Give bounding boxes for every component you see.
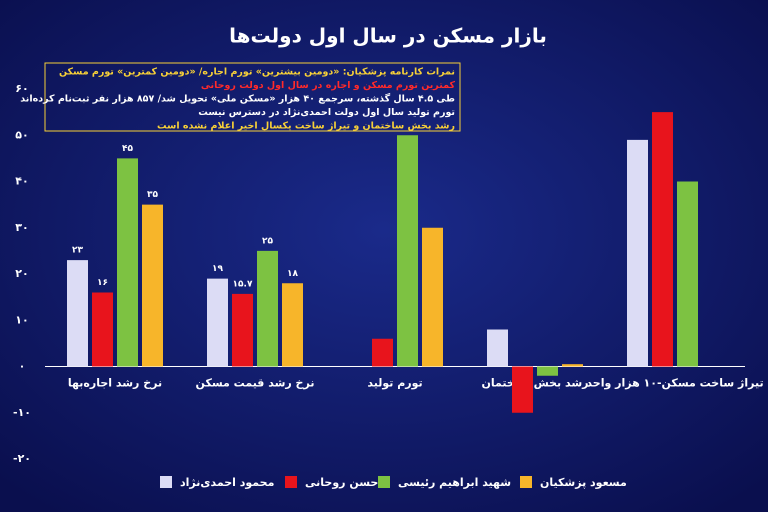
bar	[207, 278, 228, 367]
bar	[92, 292, 113, 367]
bar	[397, 135, 418, 367]
annotation: رشد بخش ساختمان و تیراژ ساخت یکسال اخیر …	[157, 121, 455, 132]
value-label: ۱۶	[97, 278, 108, 288]
bar	[257, 250, 278, 367]
bar	[232, 293, 253, 367]
value-label: ۴۵	[122, 144, 133, 154]
y-tick-label: -۲۰	[13, 452, 31, 465]
y-tick-label: ۳۰	[15, 221, 28, 234]
bar	[142, 204, 163, 367]
legend-swatch	[520, 476, 532, 488]
legend-label: حسن روحانی	[305, 476, 378, 489]
legend-swatch	[160, 476, 172, 488]
bar	[512, 366, 533, 413]
value-label: ۳۵	[147, 190, 158, 200]
bar	[282, 283, 303, 367]
annotation: کمترین تورم مسکن و اجاره در سال اول دولت…	[201, 80, 456, 91]
x-tick-label: نرخ رشد قیمت مسکن	[196, 377, 315, 390]
legend-label: مسعود پزشکیان	[540, 476, 627, 489]
legend-label: محمود احمدی‌نژاد	[180, 476, 274, 489]
annotation: طی ۴.۵ سال گذشته، سرجمع ۴۰ هزار «مسکن مل…	[20, 93, 455, 105]
value-label: ۲۵	[262, 236, 273, 246]
bar	[117, 158, 138, 367]
value-label: ۱۵.۷	[233, 279, 253, 289]
y-tick-label: ۰	[19, 360, 26, 373]
bar	[677, 181, 698, 367]
legend-label: شهید ابراهیم رئیسی	[398, 476, 511, 489]
bar	[562, 364, 583, 367]
annotation-box	[44, 62, 461, 132]
annotation: تورم تولید سال اول دولت احمدی‌نژاد در دس…	[198, 107, 455, 118]
bar	[627, 139, 648, 367]
x-tick-label: تورم تولید	[367, 377, 422, 390]
chart-title: بازار مسکن در سال اول دولت‌ها	[229, 24, 547, 48]
y-tick-label: ۴۰	[15, 175, 28, 188]
bar	[487, 329, 508, 367]
x-tick-label: نرخ رشد اجاره‌بها	[68, 377, 162, 390]
y-tick-label: ۶۰	[15, 82, 28, 95]
value-label: ۱۹	[212, 264, 223, 274]
value-label: ۱۸	[287, 269, 298, 279]
y-tick-label: -۱۰	[13, 406, 31, 419]
value-label: ۲۳	[72, 246, 83, 256]
bar	[67, 260, 88, 367]
y-tick-label: ۱۰	[15, 313, 28, 326]
bar	[372, 338, 393, 367]
legend-swatch	[285, 476, 297, 488]
y-tick-label: ۵۰	[15, 128, 28, 141]
bar	[422, 227, 443, 367]
y-tick-label: ۲۰	[15, 267, 28, 280]
legend-swatch	[378, 476, 390, 488]
bar	[537, 366, 558, 376]
annotation: نمرات کارنامه پزشکیان: «دومین بیشترین» ت…	[59, 67, 455, 78]
x-tick-label: رشد بخش ساختمان	[481, 377, 588, 390]
x-tick-label: تیراژ ساخت مسکن-۱۰ هزار واحد	[586, 377, 763, 390]
bar	[652, 112, 673, 367]
